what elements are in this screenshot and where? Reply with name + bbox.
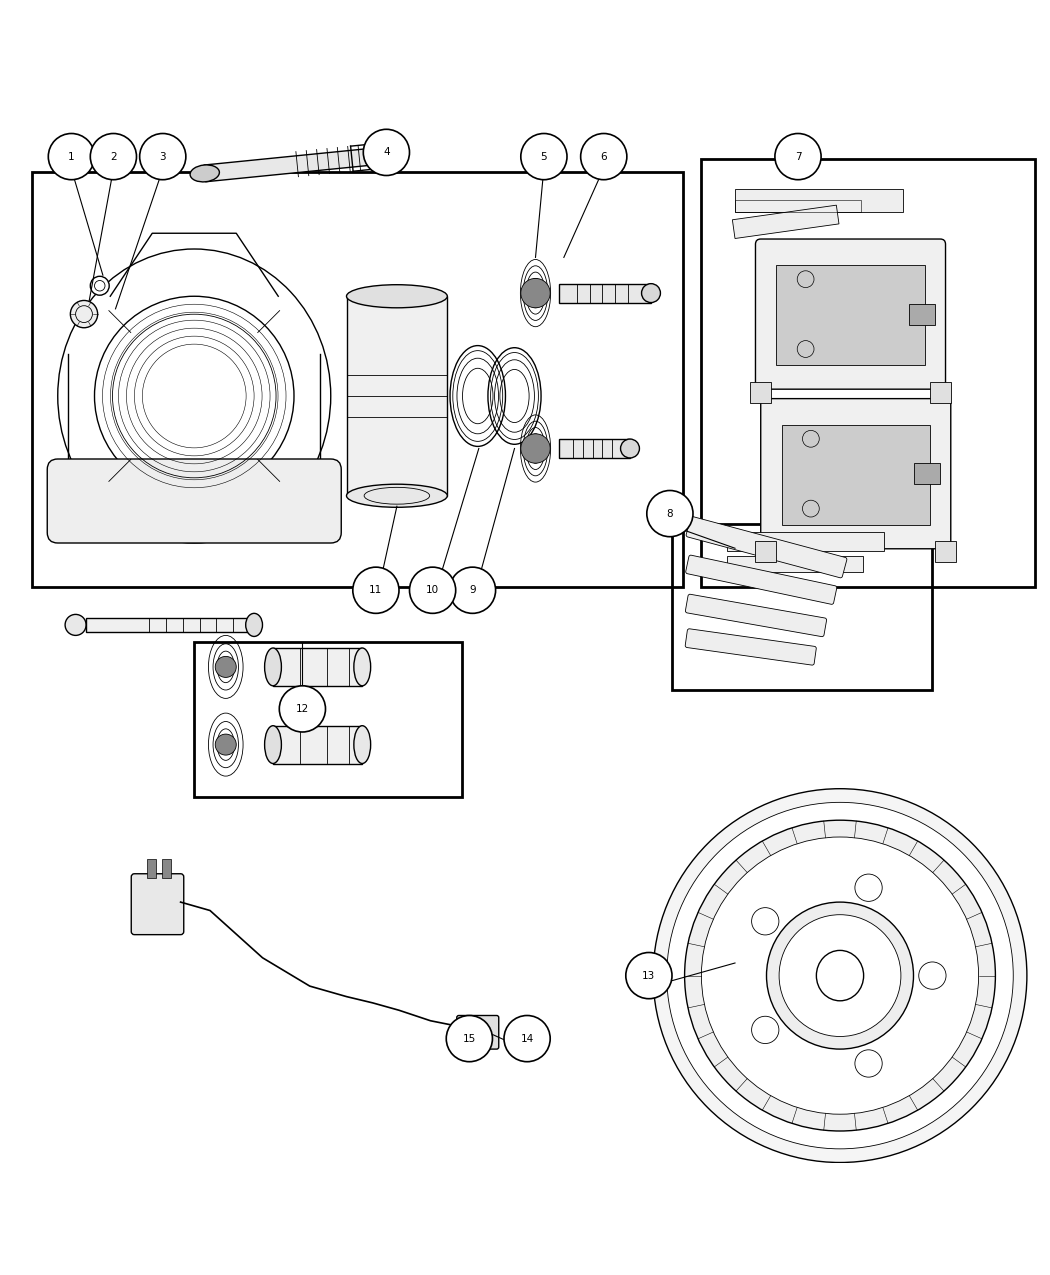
- Circle shape: [90, 134, 136, 180]
- Circle shape: [775, 134, 821, 180]
- Text: 13: 13: [643, 970, 655, 980]
- FancyBboxPatch shape: [686, 629, 816, 666]
- Circle shape: [449, 567, 496, 613]
- Bar: [162, 859, 171, 878]
- Text: 3: 3: [160, 152, 166, 162]
- Circle shape: [919, 961, 946, 989]
- Bar: [147, 859, 156, 878]
- Bar: [32, 172, 682, 586]
- Ellipse shape: [190, 164, 219, 182]
- Circle shape: [279, 686, 326, 732]
- Text: 5: 5: [541, 152, 547, 162]
- Circle shape: [48, 134, 94, 180]
- Ellipse shape: [354, 648, 371, 686]
- Circle shape: [410, 567, 456, 613]
- Circle shape: [779, 914, 901, 1037]
- Circle shape: [581, 134, 627, 180]
- Bar: [735, 189, 903, 212]
- Bar: [672, 524, 932, 690]
- FancyBboxPatch shape: [686, 516, 847, 578]
- FancyBboxPatch shape: [686, 594, 826, 636]
- Bar: [909, 303, 936, 325]
- Circle shape: [701, 836, 979, 1114]
- Text: 8: 8: [667, 509, 673, 519]
- Ellipse shape: [642, 283, 660, 302]
- Ellipse shape: [246, 613, 262, 636]
- Circle shape: [626, 952, 672, 998]
- Bar: [781, 425, 929, 524]
- Bar: [727, 556, 863, 572]
- Text: 11: 11: [370, 585, 382, 595]
- Circle shape: [90, 277, 109, 296]
- Text: 15: 15: [463, 1034, 476, 1044]
- Bar: [755, 542, 776, 562]
- Circle shape: [94, 296, 294, 496]
- Circle shape: [647, 491, 693, 537]
- Text: 7: 7: [795, 152, 801, 162]
- Polygon shape: [204, 148, 374, 182]
- Bar: [777, 265, 925, 365]
- Bar: [273, 725, 362, 764]
- Circle shape: [215, 657, 236, 677]
- Circle shape: [752, 1016, 779, 1043]
- Circle shape: [504, 1015, 550, 1062]
- Circle shape: [752, 908, 779, 935]
- Circle shape: [521, 134, 567, 180]
- Bar: [559, 283, 651, 302]
- Ellipse shape: [346, 284, 447, 307]
- Circle shape: [653, 789, 1027, 1163]
- Circle shape: [521, 434, 550, 463]
- Ellipse shape: [621, 439, 639, 458]
- Text: 6: 6: [601, 152, 607, 162]
- FancyBboxPatch shape: [131, 873, 184, 935]
- Bar: [701, 158, 1035, 586]
- Text: 10: 10: [426, 585, 439, 595]
- Circle shape: [521, 278, 550, 307]
- Circle shape: [353, 567, 399, 613]
- Text: 12: 12: [296, 704, 309, 714]
- Circle shape: [855, 1049, 882, 1077]
- Circle shape: [215, 734, 236, 755]
- Bar: [750, 381, 771, 403]
- Circle shape: [363, 129, 410, 176]
- FancyBboxPatch shape: [756, 238, 946, 389]
- Ellipse shape: [265, 725, 281, 764]
- Bar: [273, 648, 362, 686]
- Bar: [86, 617, 254, 632]
- Ellipse shape: [265, 648, 281, 686]
- Text: 14: 14: [521, 1034, 533, 1044]
- Bar: [914, 463, 941, 484]
- FancyBboxPatch shape: [760, 399, 951, 548]
- Circle shape: [446, 1015, 492, 1062]
- Bar: [194, 641, 462, 797]
- Circle shape: [766, 903, 914, 1049]
- FancyBboxPatch shape: [686, 555, 837, 604]
- Text: 4: 4: [383, 148, 390, 157]
- Bar: [930, 381, 951, 403]
- Bar: [559, 439, 630, 458]
- Ellipse shape: [817, 950, 863, 1001]
- FancyBboxPatch shape: [47, 459, 341, 543]
- Bar: [934, 542, 956, 562]
- FancyBboxPatch shape: [457, 1015, 499, 1049]
- Bar: [346, 296, 447, 496]
- Bar: [727, 533, 884, 551]
- Circle shape: [855, 875, 882, 901]
- Bar: [735, 200, 861, 212]
- Circle shape: [70, 301, 98, 328]
- Ellipse shape: [346, 484, 447, 507]
- Ellipse shape: [354, 725, 371, 764]
- Circle shape: [667, 802, 1013, 1149]
- Bar: [732, 205, 839, 238]
- Ellipse shape: [65, 615, 86, 635]
- Circle shape: [685, 820, 995, 1131]
- Text: 1: 1: [68, 152, 75, 162]
- Circle shape: [140, 134, 186, 180]
- Text: 9: 9: [469, 585, 476, 595]
- Text: 2: 2: [110, 152, 117, 162]
